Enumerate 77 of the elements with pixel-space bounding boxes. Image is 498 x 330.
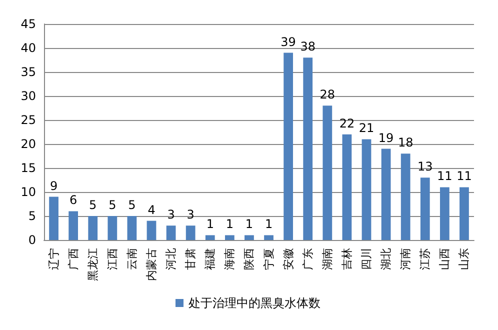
x-tick-label: 吉林 bbox=[340, 248, 354, 270]
x-tick-label: 福建 bbox=[204, 248, 217, 270]
x-tick-label: 甘肃 bbox=[184, 248, 198, 270]
data-label: 4 bbox=[148, 202, 156, 217]
data-label: 39 bbox=[280, 34, 296, 49]
data-label: 28 bbox=[320, 88, 336, 102]
data-label: 1 bbox=[206, 217, 214, 232]
x-tick-label: 山西 bbox=[438, 248, 452, 270]
data-label: 6 bbox=[70, 193, 78, 208]
y-tick-label: 45 bbox=[20, 17, 36, 31]
data-label: 5 bbox=[108, 198, 116, 212]
y-tick-label: 25 bbox=[20, 113, 36, 127]
x-tick-label: 云南 bbox=[125, 248, 138, 270]
bar bbox=[127, 216, 137, 240]
x-tick-label: 安徽 bbox=[282, 248, 295, 270]
x-tick-label: 河北 bbox=[164, 248, 178, 270]
bar bbox=[400, 154, 410, 240]
bar bbox=[284, 52, 294, 240]
data-label: 1 bbox=[226, 217, 234, 232]
bar bbox=[264, 235, 274, 240]
data-label: 1 bbox=[245, 217, 254, 232]
data-label: 19 bbox=[378, 130, 394, 145]
data-label: 22 bbox=[339, 116, 355, 130]
bar bbox=[303, 58, 313, 240]
bar bbox=[244, 235, 254, 240]
x-tick-label: 宁夏 bbox=[262, 248, 276, 270]
data-label: 3 bbox=[167, 208, 175, 222]
y-tick-label: 10 bbox=[20, 185, 36, 199]
x-tick-label: 辽宁 bbox=[47, 248, 60, 270]
x-tick-label: 四川 bbox=[360, 248, 373, 270]
x-tick-label: 湖南 bbox=[320, 248, 334, 270]
legend-label: 处于治理中的黑臭水体数 bbox=[188, 296, 320, 310]
bar bbox=[108, 216, 118, 240]
y-tick-label: 30 bbox=[20, 89, 36, 103]
bar bbox=[186, 226, 196, 240]
data-label: 5 bbox=[89, 198, 97, 212]
x-tick-label: 陕西 bbox=[242, 248, 256, 270]
y-tick-label: 20 bbox=[20, 137, 36, 151]
data-label: 38 bbox=[300, 40, 316, 54]
bar bbox=[68, 211, 78, 240]
y-tick-label: 40 bbox=[20, 41, 36, 55]
data-label: 13 bbox=[417, 160, 433, 174]
y-tick-label: 0 bbox=[28, 233, 36, 247]
bar bbox=[88, 216, 98, 240]
x-tick-label: 河南 bbox=[399, 248, 412, 270]
bar bbox=[381, 148, 391, 240]
x-tick-label: 江苏 bbox=[418, 248, 432, 270]
data-label: 18 bbox=[398, 136, 414, 150]
bar bbox=[322, 106, 332, 240]
bar bbox=[224, 235, 234, 240]
x-tick-label: 湖北 bbox=[380, 248, 393, 270]
y-tick-label: 15 bbox=[20, 161, 36, 175]
data-label: 1 bbox=[264, 217, 273, 232]
bar bbox=[205, 235, 215, 240]
x-tick-label: 江西 bbox=[106, 248, 119, 270]
data-label: 9 bbox=[50, 178, 58, 193]
y-tick-label: 5 bbox=[28, 209, 36, 223]
bar bbox=[49, 196, 58, 240]
x-tick-label: 海南 bbox=[223, 248, 236, 270]
x-tick-label: 内蒙古 bbox=[145, 248, 158, 281]
x-tick-label: 山东 bbox=[458, 248, 471, 270]
bar bbox=[440, 187, 450, 240]
data-label: 5 bbox=[128, 198, 136, 212]
bar bbox=[166, 226, 176, 240]
data-label: 21 bbox=[358, 121, 374, 136]
bar bbox=[420, 178, 430, 240]
bar bbox=[362, 139, 372, 240]
data-label: 3 bbox=[186, 208, 194, 222]
data-label: 11 bbox=[456, 169, 472, 184]
bar bbox=[342, 134, 352, 240]
y-tick-label: 35 bbox=[20, 65, 36, 79]
x-tick-label: 黑龙江 bbox=[86, 248, 100, 281]
x-tick-label: 广西 bbox=[66, 248, 80, 270]
bar bbox=[460, 187, 469, 240]
data-label: 11 bbox=[437, 169, 452, 184]
x-tick-label: 广东 bbox=[301, 248, 314, 270]
bar bbox=[146, 220, 156, 240]
